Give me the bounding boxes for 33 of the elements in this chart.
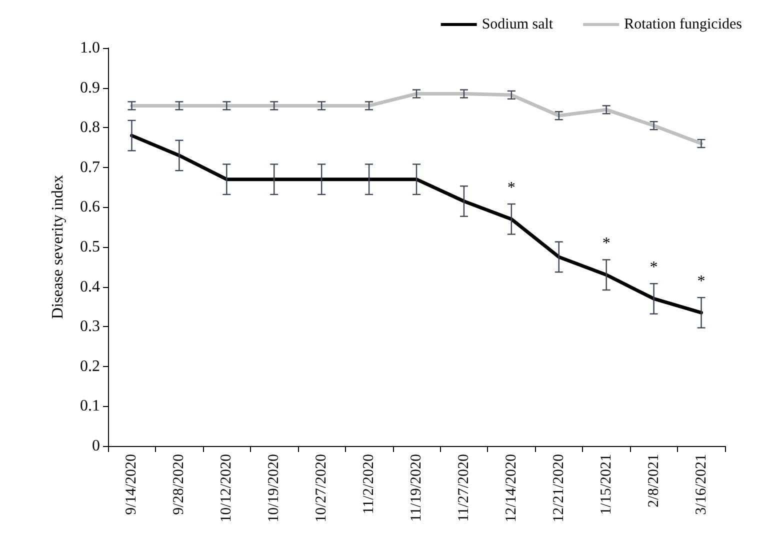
x-tick-label: 11/2/2020	[361, 454, 378, 514]
x-tick-label: 12/14/2020	[503, 454, 520, 522]
y-tick-label: 0.5	[80, 238, 100, 256]
y-tick-label: 0.2	[80, 358, 100, 375]
annotation: *	[650, 259, 658, 276]
x-tick-label: 12/21/2020	[550, 454, 567, 522]
x-tick-label: 11/19/2020	[408, 454, 424, 522]
y-tick-label: 0.4	[80, 278, 100, 296]
annotation: *	[697, 273, 706, 290]
y-tick-label: 0.9	[80, 79, 100, 96]
y-tick-label: 1.0	[80, 40, 100, 56]
y-tick-label: 0.6	[80, 198, 100, 216]
y-axis-title: Disease severity index	[50, 175, 66, 319]
x-tick-label: 11/27/2020	[456, 454, 472, 522]
legend-label: Rotation fungicides	[624, 16, 742, 32]
x-tick-label: 9/28/2020	[171, 454, 188, 515]
x-tick-label: 10/27/2020	[314, 454, 330, 522]
annotation: *	[507, 180, 516, 197]
x-tick-label: 3/16/2021	[693, 454, 710, 515]
x-tick-label: 10/19/2020	[266, 454, 282, 522]
legend-label: Sodium salt	[482, 16, 554, 32]
annotation: *	[602, 235, 610, 252]
line-series	[130, 134, 704, 314]
x-tick-label: 9/14/2020	[124, 454, 140, 515]
x-tick-label: 1/15/2021	[598, 454, 614, 515]
y-tick-label: 0.7	[80, 158, 100, 176]
y-tick-label: 0	[92, 438, 100, 454]
x-tick-label: 10/12/2020	[218, 454, 235, 522]
x-tick-label: 2/8/2021	[646, 454, 662, 508]
y-tick-label: 0.3	[80, 318, 100, 336]
y-tick-label: 0.1	[80, 398, 100, 415]
y-tick-label: 0.8	[80, 119, 100, 136]
line-series	[130, 92, 704, 146]
